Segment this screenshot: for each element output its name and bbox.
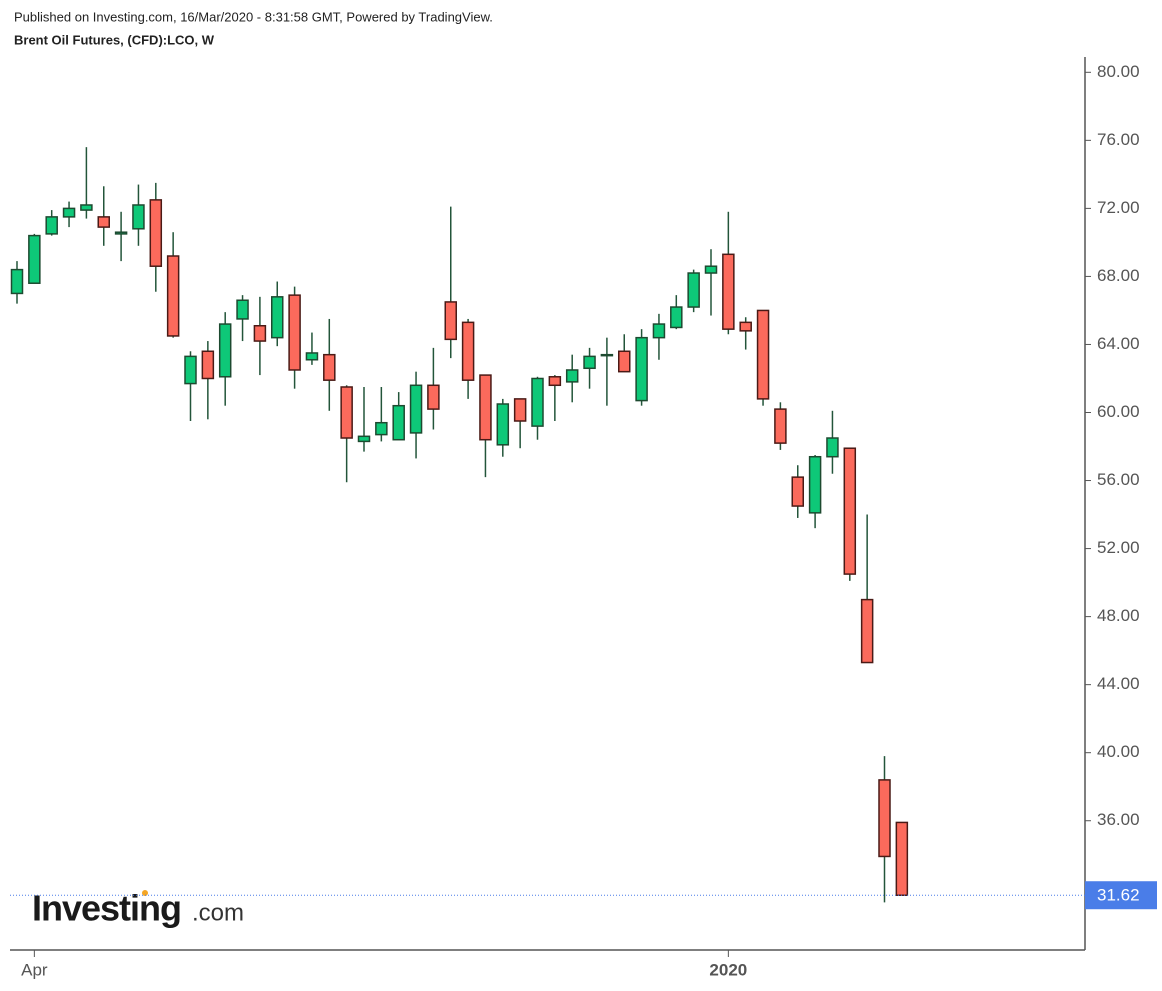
candle-body xyxy=(652,323,666,339)
last-price-label: 31.62 xyxy=(1097,886,1140,905)
candle-body xyxy=(808,455,822,514)
candle-body xyxy=(409,384,423,434)
x-tick-label: Apr xyxy=(21,960,48,979)
candle-body xyxy=(80,204,93,211)
candle-body xyxy=(62,207,76,218)
y-tick-label: 64.00 xyxy=(1097,334,1140,353)
candle-body xyxy=(28,234,41,284)
candle-body xyxy=(722,253,735,330)
x-tick-label: 2020 xyxy=(709,960,747,979)
y-tick-label: 44.00 xyxy=(1097,674,1140,693)
candle-body xyxy=(114,231,128,235)
y-tick-label: 52.00 xyxy=(1097,538,1140,557)
candle-body xyxy=(600,353,614,357)
candle-body xyxy=(253,325,267,342)
candle-body xyxy=(149,199,163,267)
candle-body xyxy=(340,386,353,439)
candle-body xyxy=(496,403,510,446)
candle-body xyxy=(461,321,475,381)
candle-body xyxy=(97,216,110,228)
candle-body xyxy=(288,294,301,371)
candle-body xyxy=(895,821,909,896)
candle-body xyxy=(843,447,857,575)
candle-body xyxy=(427,384,440,410)
watermark-dot xyxy=(142,890,148,896)
candle-body xyxy=(670,306,683,329)
candle-body xyxy=(774,408,787,444)
candle-body xyxy=(826,437,839,458)
candle-body xyxy=(132,204,145,230)
candle-body xyxy=(305,352,319,361)
y-tick-label: 80.00 xyxy=(1097,62,1140,81)
candle-body xyxy=(218,323,232,378)
y-tick-label: 48.00 xyxy=(1097,606,1140,625)
candle-body xyxy=(184,355,197,385)
candle-body xyxy=(201,350,215,380)
y-tick-label: 36.00 xyxy=(1097,810,1140,829)
candle-body xyxy=(618,350,631,373)
candle-body xyxy=(791,476,804,507)
chart-title: Brent Oil Futures, (CFD):LCO, W xyxy=(14,32,215,47)
candle-body xyxy=(236,299,249,320)
candle-body xyxy=(687,272,700,308)
candle-body xyxy=(375,421,388,436)
candle-body xyxy=(271,296,284,339)
candle-body xyxy=(531,377,544,427)
y-tick-label: 68.00 xyxy=(1097,266,1140,285)
y-tick-label: 40.00 xyxy=(1097,742,1140,761)
y-tick-label: 56.00 xyxy=(1097,470,1140,489)
y-tick-label: 72.00 xyxy=(1097,198,1140,217)
watermark-brand: Investing xyxy=(32,888,181,929)
candle-body xyxy=(357,435,371,443)
candle-body xyxy=(548,376,562,387)
candle-body xyxy=(704,265,718,274)
candle-body xyxy=(10,268,24,295)
candle-body xyxy=(513,398,527,422)
candle-body xyxy=(739,321,752,332)
candle-body xyxy=(860,598,874,664)
y-tick-label: 60.00 xyxy=(1097,402,1140,421)
published-note: Published on Investing.com, 16/Mar/2020 … xyxy=(14,9,493,24)
candle-body xyxy=(323,353,336,381)
candle-body xyxy=(45,216,58,235)
candle-body xyxy=(635,336,648,402)
candle-body xyxy=(166,255,180,337)
y-tick-label: 76.00 xyxy=(1097,130,1140,149)
watermark-suffix: .com xyxy=(192,899,244,926)
candle-body xyxy=(479,374,492,441)
candle-body xyxy=(756,309,770,400)
last-price-box xyxy=(1085,881,1157,910)
candle-body xyxy=(583,355,596,370)
candle-body xyxy=(565,369,579,383)
candle-body xyxy=(878,779,891,858)
candle-body xyxy=(392,404,405,441)
candle-body xyxy=(444,301,457,341)
